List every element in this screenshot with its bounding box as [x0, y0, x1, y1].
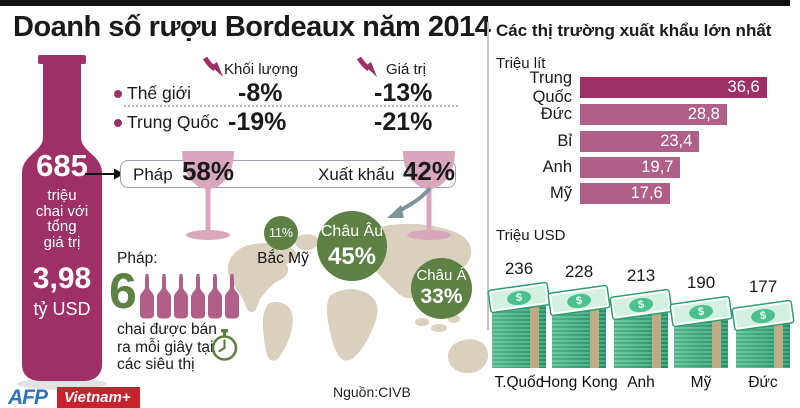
mini-bottles-icons: [140, 274, 239, 319]
money-stack: 177 $ Đức: [732, 277, 794, 391]
section-divider: [487, 22, 489, 330]
money-stack: 213 $ Anh: [610, 266, 672, 391]
afp-logo: AFP: [8, 386, 48, 408]
france-label: Pháp: [133, 165, 173, 184]
arrow-to-bar-icon: [85, 168, 124, 180]
dotted-divider: [124, 105, 458, 107]
bottles-per-second: 6: [109, 263, 137, 319]
region-europe: Châu Âu 45%: [317, 211, 387, 281]
export-share: 42%: [402, 156, 456, 186]
bar: 19,7: [580, 157, 681, 178]
wine-glass-icon: [182, 151, 234, 240]
volume-unit-label: Triệu lít: [496, 55, 546, 72]
volume-bar-row: Mỹ 17,6: [488, 183, 670, 204]
row-world-label: Thế giới: [127, 83, 192, 103]
column-value: Giá trị: [386, 61, 427, 78]
money-stack: 228 $ Hong Kong: [540, 261, 618, 391]
world-volume-change: -8%: [238, 79, 283, 107]
france-fact-label: Pháp:: [117, 250, 158, 267]
china-volume-change: -19%: [228, 108, 287, 136]
france-export-bar: [120, 160, 456, 188]
france-fact-text: chai được bán ra mỗi giây tại các siêu t…: [117, 321, 217, 373]
wine-glass-icon: [403, 151, 455, 240]
bottle-total-value: 3,98: [32, 262, 92, 295]
region-north-america-share: 11%: [264, 216, 298, 250]
france-share: 58%: [181, 156, 235, 186]
bullet-icon: [114, 119, 122, 127]
row-china-label: Trung Quốc: [127, 112, 219, 132]
page-title: Doanh số rượu Bordeaux năm 2014: [13, 11, 491, 43]
stopwatch-icon: [211, 329, 238, 361]
top-accent-bar: [0, 0, 790, 6]
export-markets-header: Các thị trường xuất khẩu lớn nhất: [496, 21, 772, 40]
volume-bar-row: Đức 28,8: [488, 104, 727, 125]
usd-unit-label: Triệu USD: [496, 227, 566, 244]
volume-bar-row: Trung Quốc 36,6: [488, 69, 767, 106]
column-volume: Khối lượng: [224, 61, 299, 78]
vietnamplus-logo: Vietnam+: [57, 387, 140, 408]
export-curve-arrow-icon: [387, 186, 432, 218]
world-value-change: -13%: [374, 79, 433, 107]
bottle-count: 685: [36, 148, 88, 183]
volume-bar-row: Anh 19,7: [488, 157, 681, 178]
volume-bar-row: Bỉ 23,4: [488, 131, 700, 152]
bar: 23,4: [580, 131, 700, 152]
down-arrow-icon: [202, 57, 223, 77]
down-arrow-icon: [356, 57, 377, 77]
money-stack: 190 $ Mỹ: [670, 273, 732, 391]
bottle-stats: 685 triệu chai với tổng giá trị 3,98 tỷ …: [16, 150, 108, 318]
source-credit: Nguồn:CIVB: [333, 384, 411, 400]
bar: 28,8: [580, 104, 727, 125]
china-value-change: -21%: [374, 108, 433, 136]
bullet-icon: [114, 90, 122, 98]
region-north-america-label: Bắc Mỹ: [257, 250, 309, 267]
bar: 17,6: [580, 183, 670, 204]
region-asia: Châu Á 33%: [411, 258, 472, 319]
export-label: Xuất khẩu: [318, 165, 395, 184]
bar: 36,6: [580, 77, 767, 98]
money-stack: 236 $ T.Quốc: [488, 259, 550, 391]
